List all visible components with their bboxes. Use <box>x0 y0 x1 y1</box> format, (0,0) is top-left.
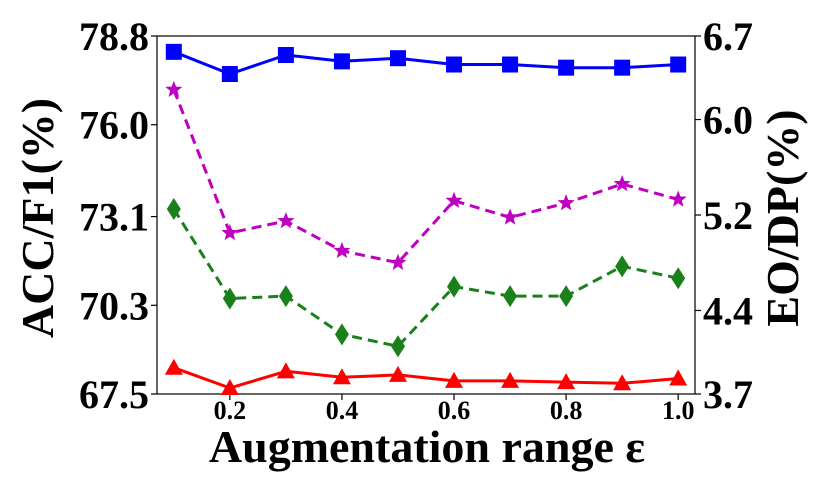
triangle-marker <box>332 368 351 385</box>
right-tick-label: 6.7 <box>703 14 753 59</box>
square-marker <box>165 43 182 60</box>
triangle-marker <box>669 369 688 386</box>
plot-frame <box>156 35 696 395</box>
diamond-marker <box>503 285 518 308</box>
right-tick-label: 4.4 <box>703 288 753 333</box>
series-line <box>173 366 679 390</box>
x-axis-title: Augmentation range ε <box>209 421 645 472</box>
square-marker <box>446 56 463 73</box>
left-y-axis: 67.5 70.3 73.1 76.0 78.8 <box>79 14 157 417</box>
square-marker <box>614 59 631 76</box>
star-marker <box>333 241 351 259</box>
diamond-marker <box>222 287 237 310</box>
series-line <box>172 208 679 348</box>
series-line <box>173 50 679 76</box>
star-marker <box>277 211 295 229</box>
left-y-axis-title: ACC/F1(%) <box>12 98 63 338</box>
star-marker <box>165 80 183 97</box>
star-marker <box>445 191 463 208</box>
diamond-marker <box>278 285 293 308</box>
right-tick-label: 6.0 <box>703 98 753 143</box>
left-tick-label: 70.3 <box>79 283 149 328</box>
diamond-marker <box>447 275 462 298</box>
square-marker <box>558 59 575 76</box>
triangle-marker <box>276 362 295 379</box>
plot-border <box>156 35 696 395</box>
star-marker <box>669 190 687 207</box>
right-tick-label: 5.2 <box>703 193 753 238</box>
x-tick-label: 1.0 <box>662 396 695 425</box>
x-tick-label: 0.8 <box>550 396 583 425</box>
left-tick-label: 67.5 <box>79 372 149 417</box>
triangle-marker <box>501 371 520 388</box>
x-tick-label: 0.2 <box>214 396 247 425</box>
diamond-marker <box>559 285 574 308</box>
series-star <box>165 80 687 271</box>
triangle-marker <box>557 373 576 390</box>
x-axis: 0.2 0.4 0.6 0.8 1.0 <box>214 394 695 425</box>
star-marker <box>221 223 239 241</box>
left-tick-label: 73.1 <box>79 195 149 240</box>
star-marker <box>613 174 631 192</box>
series-square <box>165 43 687 83</box>
star-marker <box>501 208 519 225</box>
triangle-marker <box>388 365 407 382</box>
star-marker <box>389 253 407 271</box>
right-tick-label: 3.7 <box>703 372 753 417</box>
triangle-marker <box>613 374 632 391</box>
square-marker <box>333 53 350 70</box>
left-tick-label: 78.8 <box>79 14 149 59</box>
left-tick-label: 76.0 <box>79 103 149 148</box>
square-marker <box>221 66 238 83</box>
x-tick-label: 0.4 <box>326 396 359 425</box>
series-triangle <box>164 358 688 396</box>
triangle-marker <box>220 379 239 396</box>
x-tick-label: 0.6 <box>438 396 471 425</box>
star-marker <box>557 194 575 211</box>
triangle-marker <box>445 371 464 388</box>
series-diamond <box>166 198 686 358</box>
right-y-axis: 3.7 4.4 5.2 6.0 6.7 <box>695 14 753 417</box>
square-marker <box>670 56 687 73</box>
diamond-marker <box>390 335 405 358</box>
diamond-marker <box>334 323 349 346</box>
diamond-marker <box>615 255 630 278</box>
square-marker <box>389 50 406 67</box>
right-y-axis-title: EO/DP(%) <box>757 109 808 326</box>
series-layer <box>164 43 688 396</box>
square-marker <box>277 47 294 64</box>
triangle-marker <box>164 358 183 375</box>
diamond-marker <box>166 198 181 221</box>
square-marker <box>502 56 519 73</box>
series-line <box>172 89 679 265</box>
diamond-marker <box>671 267 686 290</box>
